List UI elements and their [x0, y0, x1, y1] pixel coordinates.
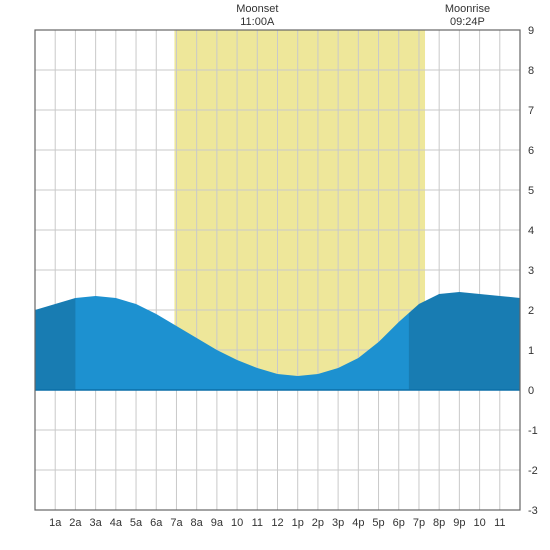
y-tick-label: 4	[528, 225, 534, 237]
x-tick-label: 10	[231, 517, 243, 529]
x-tick-label: 8p	[433, 517, 445, 529]
x-tick-label: 11	[252, 517, 263, 529]
y-tick-label: 6	[528, 145, 534, 157]
x-tick-label: 2p	[312, 517, 324, 529]
x-tick-label: 6a	[150, 517, 163, 529]
top-label-title: Moonset	[236, 3, 278, 15]
y-tick-label: -1	[528, 425, 538, 437]
y-tick-label: 9	[528, 25, 534, 37]
x-tick-label: 11	[494, 517, 505, 529]
y-tick-label: 1	[528, 345, 534, 357]
x-tick-label: 3a	[90, 517, 103, 529]
x-tick-label: 10	[473, 517, 485, 529]
y-tick-label: 8	[528, 65, 534, 77]
x-tick-label: 2a	[69, 517, 82, 529]
x-tick-label: 9a	[211, 517, 224, 529]
y-tick-label: -3	[528, 505, 538, 517]
top-label-title: Moonrise	[445, 3, 490, 15]
y-tick-label: 2	[528, 305, 534, 317]
x-tick-label: 7a	[170, 517, 183, 529]
x-tick-label: 12	[271, 517, 283, 529]
y-tick-label: -2	[528, 465, 538, 477]
x-tick-label: 1a	[49, 517, 62, 529]
y-tick-label: 5	[528, 185, 534, 197]
x-tick-label: 8a	[191, 517, 204, 529]
x-tick-label: 4p	[352, 517, 364, 529]
x-tick-label: 4a	[110, 517, 123, 529]
x-tick-label: 7p	[413, 517, 425, 529]
y-tick-label: 0	[528, 385, 534, 397]
y-tick-label: 7	[528, 105, 534, 117]
top-label-time: 09:24P	[450, 16, 485, 28]
top-label-time: 11:00A	[240, 16, 275, 28]
chart-svg: -3-2-101234567891a2a3a4a5a6a7a8a9a101112…	[0, 0, 550, 550]
y-tick-label: 3	[528, 265, 534, 277]
tide-chart: -3-2-101234567891a2a3a4a5a6a7a8a9a101112…	[0, 0, 550, 550]
x-tick-label: 5p	[372, 517, 384, 529]
x-tick-label: 1p	[292, 517, 304, 529]
x-tick-label: 9p	[453, 517, 465, 529]
x-tick-label: 5a	[130, 517, 143, 529]
x-tick-label: 3p	[332, 517, 344, 529]
x-tick-label: 6p	[393, 517, 405, 529]
night-shade	[409, 290, 520, 390]
